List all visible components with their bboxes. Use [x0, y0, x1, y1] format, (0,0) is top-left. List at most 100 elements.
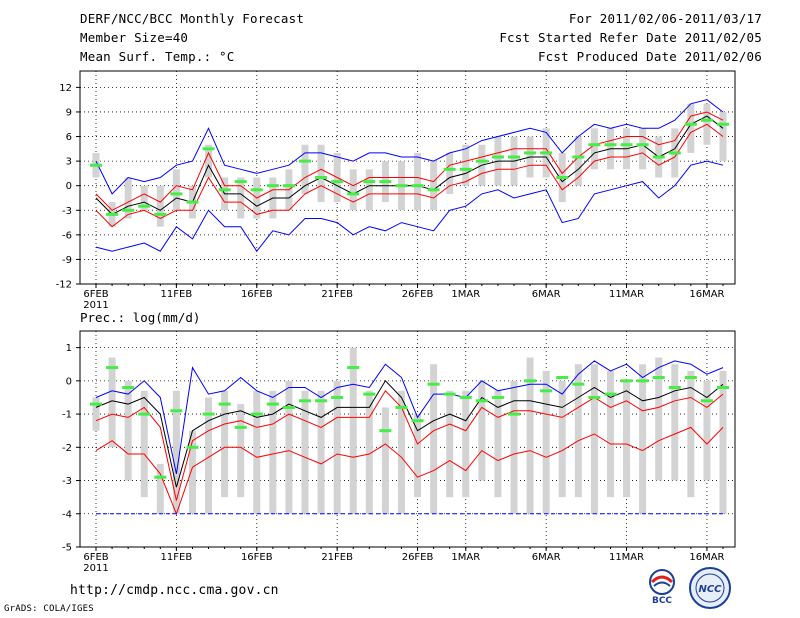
observed-marker: [411, 184, 424, 188]
observed-marker: [427, 382, 440, 386]
x-tick-label: 26FEB: [402, 289, 434, 300]
series-line-mean-std: [95, 123, 724, 228]
x-tick-label: 16MAR: [689, 289, 724, 300]
observed-marker: [347, 192, 360, 196]
ensemble-spread-box: [301, 390, 309, 514]
x-tick-year-label: 2011: [83, 563, 108, 574]
x-tick-year-label: 2011: [83, 300, 108, 311]
ensemble-spread-box: [124, 177, 132, 219]
ensemble-spread-box: [687, 370, 695, 498]
x-tick-label: 16FEB: [241, 552, 273, 563]
observed-marker: [540, 389, 553, 393]
ensemble-spread-box: [655, 357, 663, 481]
series-line-ensemble-mean: [95, 379, 724, 488]
x-tick-label: 11FEB: [161, 552, 193, 563]
observed-marker: [218, 402, 231, 406]
x-tick-label: 6FEB: [83, 289, 108, 300]
observed-marker: [636, 143, 649, 147]
x-tick-label: 11MAR: [609, 552, 644, 563]
grads-credit: GrADS: COLA/IGES: [4, 604, 94, 614]
ensemble-spread-box: [478, 380, 486, 481]
ensemble-spread-box: [671, 364, 679, 481]
observed-marker: [636, 379, 649, 383]
ensemble-spread-box: [349, 169, 357, 211]
ncc-logo: NCC: [688, 566, 732, 610]
ensemble-spread-box: [237, 177, 245, 219]
series-line-mean-std: [95, 426, 724, 516]
y-tick-label: 0: [66, 376, 72, 387]
ensemble-spread-box: [221, 390, 229, 498]
observed-marker: [218, 188, 231, 192]
x-tick-label: 26FEB: [402, 552, 434, 563]
observed-marker: [315, 399, 328, 403]
observed-marker: [443, 167, 456, 171]
observed-marker: [299, 159, 311, 163]
ensemble-spread-box: [140, 185, 148, 211]
ensemble-spread-box: [172, 390, 180, 514]
ensemble-spread-box: [349, 347, 357, 514]
y-tick-label: 9: [66, 107, 72, 118]
observed-marker: [347, 366, 360, 370]
ensemble-spread-box: [188, 430, 196, 514]
x-tick-label: 11FEB: [161, 289, 193, 300]
ensemble-spread-box: [317, 390, 325, 514]
series-line-ensemble-mean: [95, 115, 724, 216]
ensemble-spread-box: [446, 152, 454, 194]
x-tick-label: 11MAR: [609, 289, 644, 300]
observed-marker: [475, 159, 488, 163]
observed-marker: [556, 376, 569, 380]
ensemble-spread-box: [558, 380, 566, 498]
ensemble-spread-box: [414, 152, 422, 211]
observed-marker: [524, 151, 537, 155]
x-tick-label: 21FEB: [321, 552, 353, 563]
observed-marker: [508, 412, 520, 416]
x-tick-label: 6MAR: [532, 552, 561, 563]
ensemble-spread-box: [494, 390, 502, 498]
ensemble-spread-box: [526, 357, 534, 514]
observed-marker: [122, 385, 135, 389]
observed-marker: [106, 212, 119, 216]
observed-marker: [668, 151, 681, 155]
observed-marker: [154, 212, 167, 216]
observed-marker: [202, 147, 215, 151]
ensemble-spread-box: [639, 364, 647, 514]
observed-marker: [459, 395, 472, 399]
observed-marker: [717, 385, 729, 389]
plot-frame: [79, 70, 736, 285]
source-url[interactable]: http://cmdp.ncc.cma.gov.cn: [70, 583, 279, 598]
observed-marker: [652, 376, 665, 380]
x-tick-label: 6MAR: [532, 289, 561, 300]
observed-marker: [572, 155, 585, 159]
ensemble-spread-box: [430, 161, 438, 211]
x-tick-label: 1MAR: [451, 552, 480, 563]
x-tick-label: 16FEB: [241, 289, 273, 300]
series-line-ensemble-min: [95, 160, 724, 253]
ensemble-spread-box: [140, 390, 148, 498]
ncc-logo-text: NCC: [698, 584, 722, 595]
observed-marker: [684, 122, 697, 126]
y-tick-label: -9: [62, 255, 72, 266]
ensemble-spread-box: [333, 380, 341, 514]
ensemble-spread-box: [156, 185, 164, 227]
ensemble-spread-box: [205, 144, 213, 178]
y-tick-label: -5: [62, 543, 72, 554]
ensemble-spread-box: [446, 390, 454, 498]
y-tick-label: -2: [62, 443, 72, 454]
observed-marker: [588, 395, 601, 399]
ensemble-spread-box: [687, 103, 695, 153]
observed-marker: [138, 204, 151, 208]
observed-marker: [234, 180, 247, 184]
observed-marker: [315, 176, 328, 179]
observed-marker: [620, 143, 633, 147]
y-tick-label: 0: [66, 181, 72, 192]
observed-marker: [282, 184, 295, 188]
observed-marker: [491, 155, 504, 159]
y-tick-label: 1: [66, 343, 72, 354]
observed-marker: [202, 412, 215, 416]
observed-marker: [652, 155, 665, 159]
y-tick-label: -12: [56, 280, 72, 291]
ensemble-spread-box: [590, 128, 598, 170]
y-tick-label: -4: [62, 509, 72, 520]
